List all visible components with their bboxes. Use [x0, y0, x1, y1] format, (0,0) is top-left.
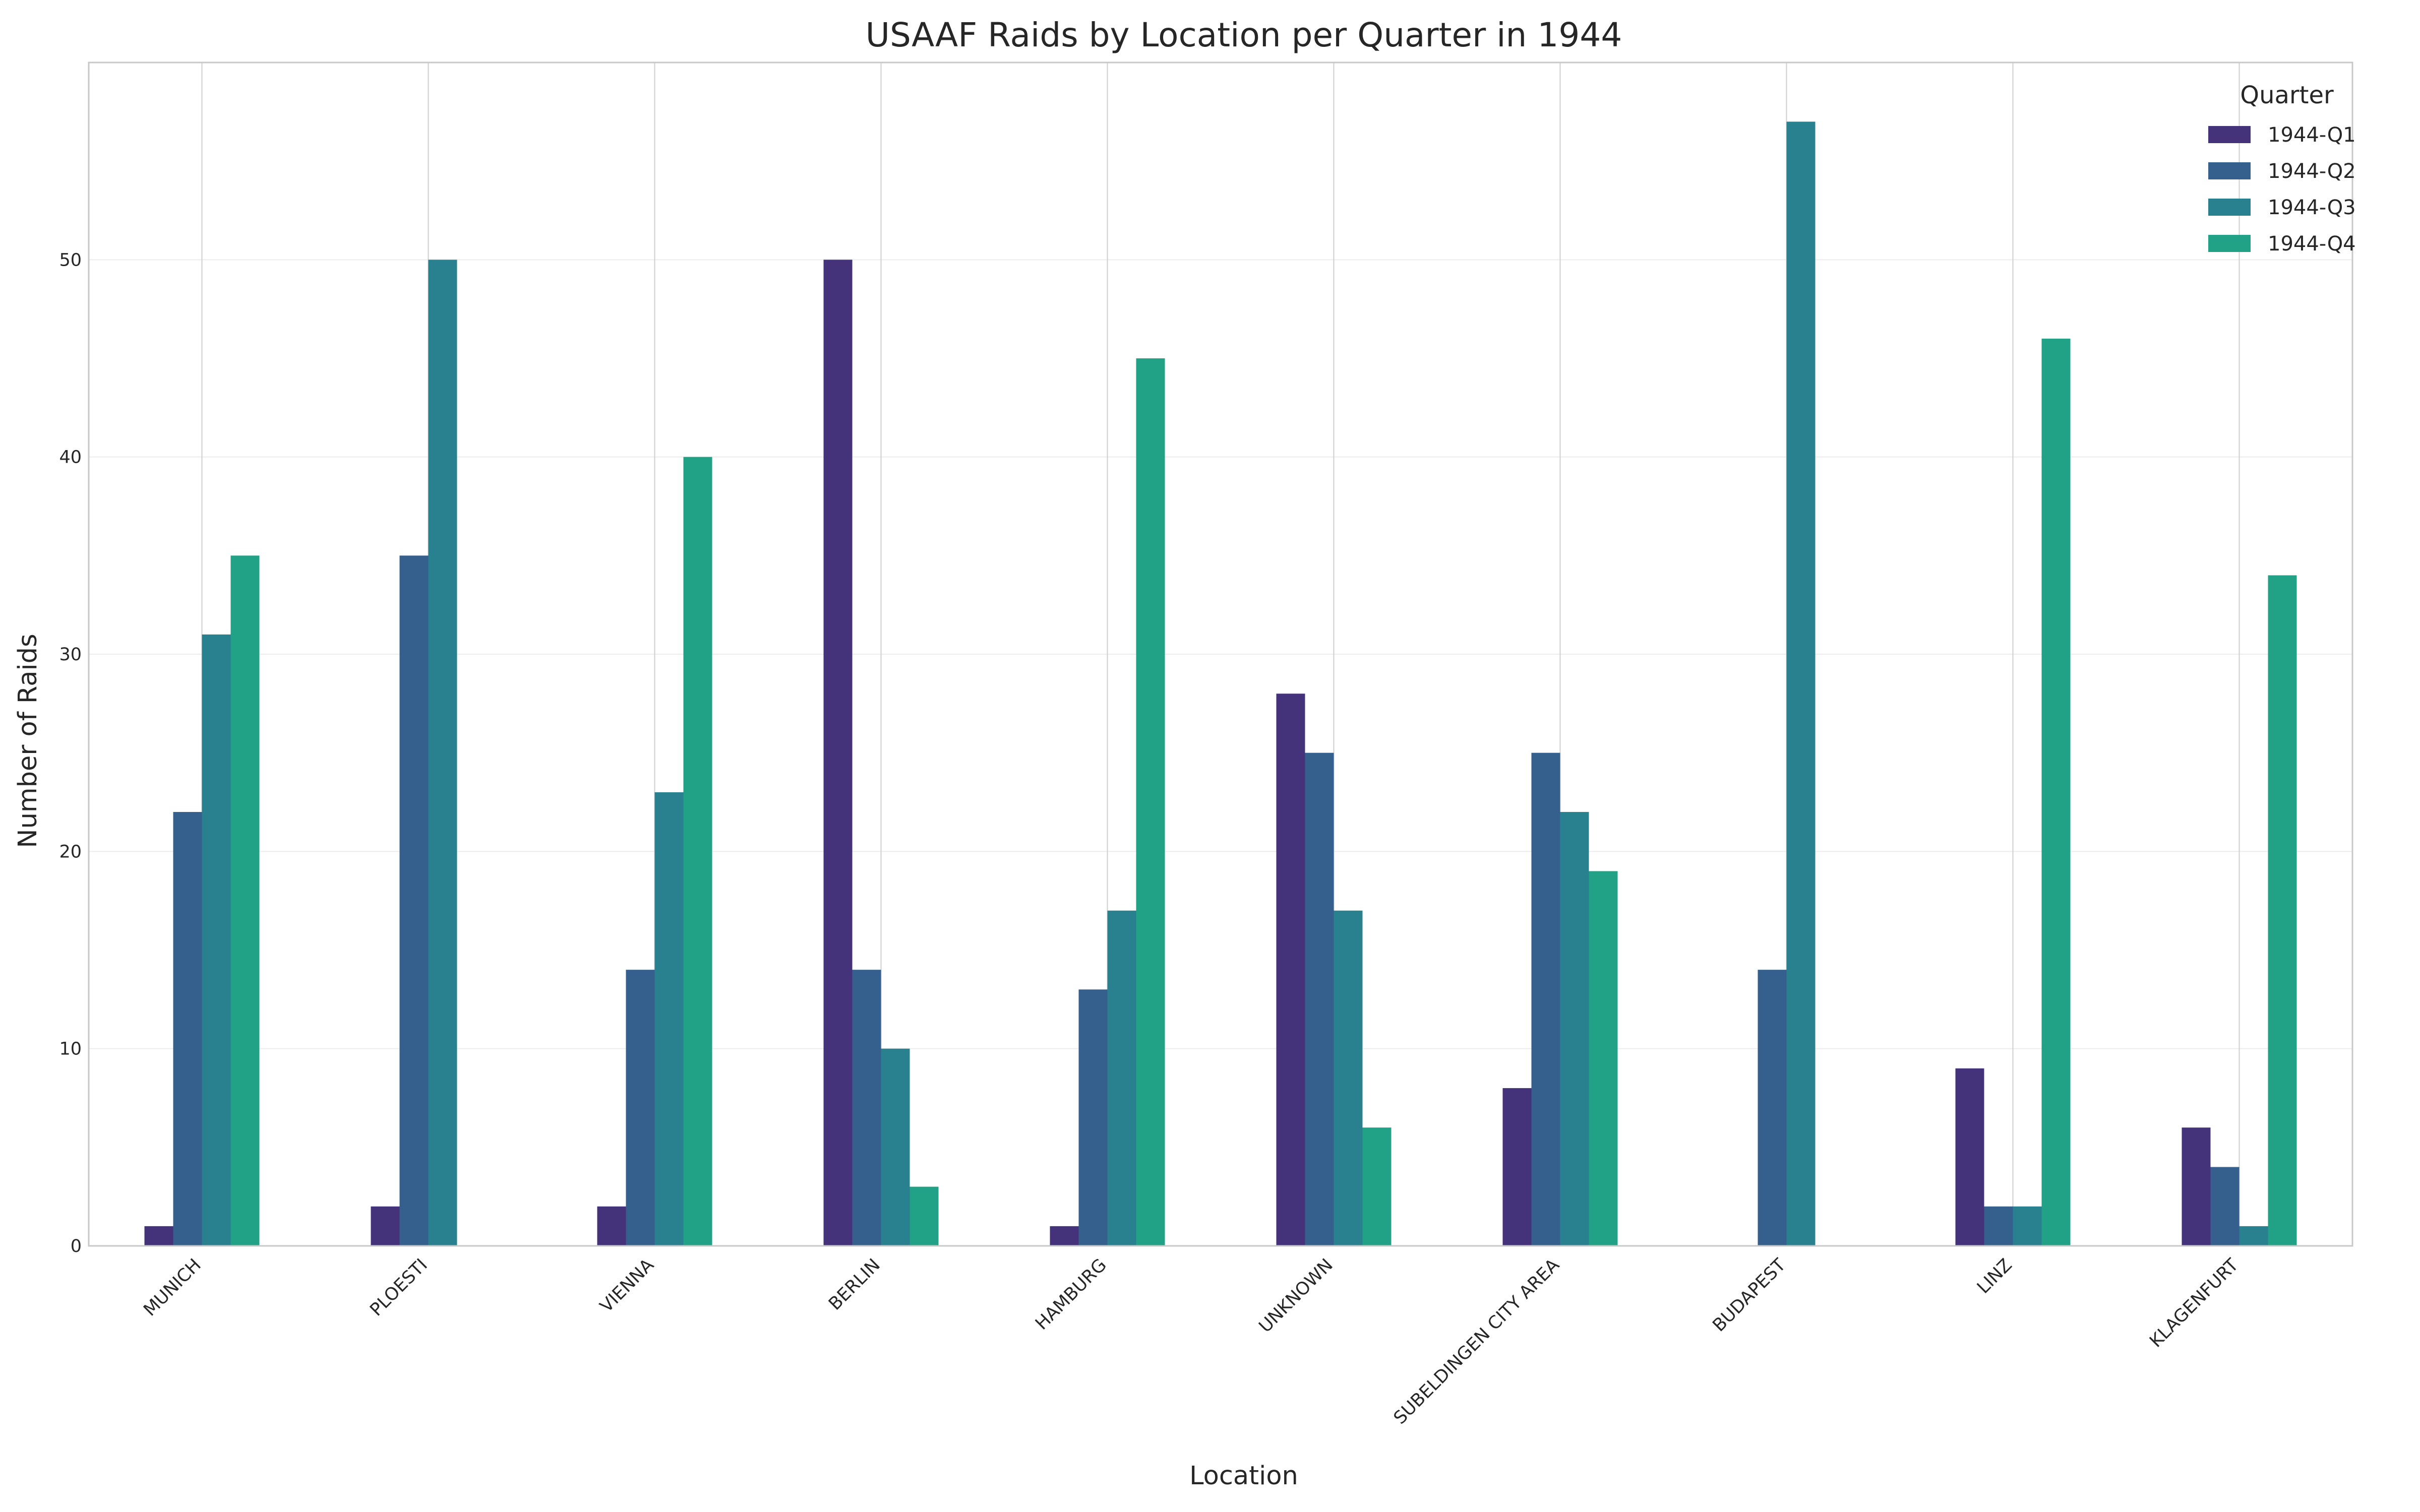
bar-1944-q4-klagenfurt	[2268, 575, 2297, 1246]
bar-1944-q3-subeldingen-city-area	[1560, 812, 1589, 1246]
bar-1944-q2-linz	[1984, 1206, 2013, 1246]
bar-1944-q1-munich	[144, 1226, 173, 1246]
legend-swatch	[2208, 126, 2251, 143]
bar-1944-q2-subeldingen-city-area	[1531, 752, 1560, 1246]
bar-1944-q4-linz	[2041, 338, 2071, 1246]
bar-1944-q3-budapest	[1786, 121, 1816, 1246]
bar-1944-q4-hamburg	[1136, 358, 1165, 1246]
bars	[144, 121, 2297, 1246]
bar-1944-q4-unknown	[1362, 1127, 1392, 1246]
bar-1944-q3-munich	[202, 634, 231, 1246]
bar-1944-q3-berlin	[881, 1048, 910, 1246]
bar-1944-q3-unknown	[1334, 910, 1363, 1246]
bar-1944-q3-ploesti	[428, 260, 457, 1246]
y-axis-label: Number of Raids	[13, 634, 43, 848]
legend-swatch	[2208, 199, 2251, 216]
legend-swatch	[2208, 162, 2251, 179]
y-tick-label: 50	[59, 250, 82, 270]
y-tick-label: 10	[59, 1039, 82, 1059]
bar-1944-q2-vienna	[626, 970, 655, 1246]
chart-title: USAAF Raids by Location per Quarter in 1…	[866, 16, 1622, 54]
bar-1944-q1-linz	[1955, 1068, 1984, 1246]
y-tick-label: 20	[59, 842, 82, 862]
bar-1944-q2-berlin	[852, 970, 881, 1246]
x-axis-label: Location	[1189, 1461, 1298, 1491]
y-tick-label: 0	[71, 1236, 82, 1256]
legend: Quarter 1944-Q1 1944-Q2 1944-Q3 1944-Q4	[2208, 81, 2356, 256]
bar-1944-q4-vienna	[683, 457, 712, 1246]
legend-label: 1944-Q3	[2268, 196, 2356, 219]
bar-1944-q1-ploesti	[371, 1206, 400, 1246]
bar-1944-q1-klagenfurt	[2182, 1127, 2211, 1246]
bar-1944-q2-munich	[173, 812, 202, 1246]
bar-1944-q4-subeldingen-city-area	[1589, 871, 1618, 1246]
bar-1944-q2-ploesti	[399, 555, 429, 1246]
bar-1944-q1-hamburg	[1050, 1226, 1079, 1246]
bar-1944-q1-unknown	[1276, 694, 1305, 1246]
plot-frame	[88, 61, 2353, 1247]
bar-1944-q3-hamburg	[1107, 910, 1136, 1246]
bar-1944-q3-vienna	[654, 792, 684, 1246]
legend-label: 1944-Q2	[2268, 160, 2356, 183]
bar-1944-q3-linz	[2013, 1206, 2042, 1246]
bar-1944-q3-klagenfurt	[2239, 1226, 2268, 1246]
legend-swatch	[2208, 235, 2251, 252]
bar-1944-q2-klagenfurt	[2210, 1167, 2240, 1246]
bar-1944-q4-berlin	[910, 1186, 939, 1246]
bar-1944-q1-subeldingen-city-area	[1502, 1088, 1532, 1246]
bar-1944-q1-vienna	[597, 1206, 626, 1246]
bar-1944-q2-hamburg	[1078, 989, 1108, 1246]
legend-label: 1944-Q4	[2268, 232, 2356, 256]
bar-1944-q2-budapest	[1758, 970, 1787, 1246]
bar-1944-q1-berlin	[823, 260, 853, 1246]
legend-label: 1944-Q1	[2268, 123, 2356, 147]
y-tick-label: 30	[59, 645, 82, 665]
bar-1944-q2-unknown	[1305, 752, 1334, 1246]
bar-1944-q4-munich	[230, 555, 260, 1246]
legend-title: Quarter	[2240, 81, 2334, 109]
y-tick-label: 40	[59, 448, 82, 468]
